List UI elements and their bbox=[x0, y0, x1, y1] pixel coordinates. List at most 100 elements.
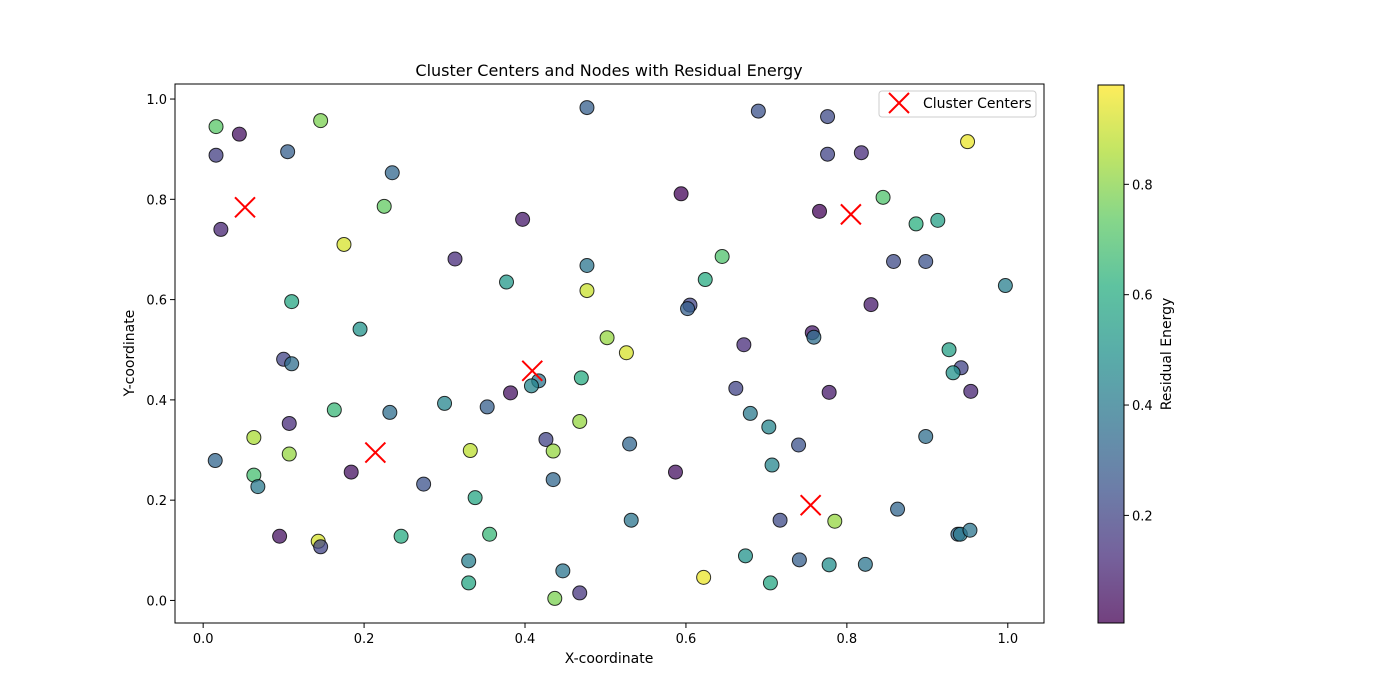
node-point-58 bbox=[820, 146, 836, 162]
node-point-50 bbox=[461, 553, 477, 569]
node-point-33 bbox=[599, 330, 615, 346]
x-tick-label-3: 0.6 bbox=[676, 632, 697, 647]
cluster-center-x-icon-3 bbox=[840, 203, 862, 226]
cluster-center-x-icon-2 bbox=[521, 360, 543, 382]
x-axis-label: X-coordinate bbox=[565, 651, 654, 667]
x-tick-label-4: 0.8 bbox=[837, 632, 858, 647]
node-point-96 bbox=[821, 557, 837, 573]
node-point-39 bbox=[437, 395, 453, 411]
legend: Cluster Centers bbox=[878, 90, 1037, 118]
node-point-26 bbox=[393, 528, 409, 544]
node-point-16 bbox=[246, 429, 262, 445]
colorbar-tick-label-1: 0.4 bbox=[1132, 399, 1153, 414]
node-point-45 bbox=[622, 436, 638, 452]
node-point-64 bbox=[875, 189, 891, 205]
node-point-98 bbox=[696, 569, 712, 585]
colorbar-tick-label-0: 0.2 bbox=[1132, 509, 1153, 524]
node-point-44 bbox=[545, 443, 561, 459]
node-point-90 bbox=[827, 513, 843, 529]
node-point-9 bbox=[284, 294, 300, 310]
node-point-97 bbox=[857, 556, 873, 572]
node-point-51 bbox=[461, 575, 477, 591]
node-point-13 bbox=[326, 402, 342, 418]
y-tick-label-2: 0.4 bbox=[146, 394, 167, 409]
node-point-43 bbox=[462, 443, 478, 459]
node-point-0 bbox=[208, 119, 224, 135]
node-point-69 bbox=[997, 278, 1013, 294]
y-tick-label-3: 0.6 bbox=[146, 294, 167, 309]
cluster-center-x-icon-4 bbox=[799, 494, 822, 516]
node-point-35 bbox=[573, 370, 589, 386]
node-point-49 bbox=[623, 512, 639, 528]
node-point-18 bbox=[207, 453, 223, 469]
plot-area bbox=[207, 100, 1013, 606]
node-point-37 bbox=[523, 378, 539, 394]
x-tick-label-5: 1.0 bbox=[997, 632, 1018, 647]
node-point-3 bbox=[313, 113, 329, 129]
node-point-63 bbox=[812, 203, 828, 219]
x-tick-label-0: 0.0 bbox=[193, 632, 214, 647]
cluster-center-x-icon-0 bbox=[234, 196, 256, 219]
node-point-21 bbox=[343, 464, 359, 480]
node-point-75 bbox=[736, 337, 752, 353]
node-point-66 bbox=[930, 212, 946, 228]
node-point-32 bbox=[579, 283, 595, 299]
node-point-93 bbox=[962, 522, 978, 538]
node-point-72 bbox=[863, 297, 879, 313]
node-point-84 bbox=[791, 437, 807, 453]
node-point-80 bbox=[821, 384, 837, 400]
node-point-14 bbox=[281, 415, 297, 431]
node-point-15 bbox=[382, 404, 398, 420]
node-point-38 bbox=[503, 385, 519, 401]
legend-label-cluster-centers: Cluster Centers bbox=[923, 96, 1032, 112]
y-tick-label-4: 0.8 bbox=[146, 193, 167, 208]
node-point-27 bbox=[579, 100, 595, 116]
node-point-57 bbox=[820, 109, 836, 125]
node-point-1 bbox=[231, 126, 247, 142]
node-point-86 bbox=[764, 457, 780, 473]
node-point-29 bbox=[447, 251, 463, 267]
node-point-60 bbox=[960, 134, 976, 150]
y-tick-label-5: 1.0 bbox=[146, 93, 167, 108]
node-point-2 bbox=[208, 147, 224, 163]
node-point-88 bbox=[890, 501, 906, 517]
colorbar-tick-label-2: 0.6 bbox=[1132, 289, 1153, 304]
x-tick-label-1: 0.2 bbox=[354, 632, 375, 647]
node-point-68 bbox=[918, 253, 934, 269]
node-point-42 bbox=[538, 431, 554, 447]
node-point-82 bbox=[742, 405, 758, 421]
node-point-99 bbox=[762, 575, 778, 591]
node-point-59 bbox=[853, 145, 869, 161]
plot-frame bbox=[174, 83, 1045, 624]
node-point-4 bbox=[280, 144, 296, 160]
cluster-center-x-icon-1 bbox=[364, 441, 387, 464]
legend-box bbox=[878, 90, 1037, 118]
node-point-56 bbox=[750, 103, 766, 119]
node-point-12 bbox=[284, 356, 300, 372]
chart-title: Cluster Centers and Nodes with Residual … bbox=[415, 61, 802, 80]
node-point-74 bbox=[806, 329, 822, 345]
colorbar-label: Residual Energy bbox=[1159, 298, 1175, 411]
node-point-67 bbox=[886, 253, 902, 269]
node-point-85 bbox=[918, 428, 934, 444]
node-point-95 bbox=[791, 552, 807, 568]
x-tick-label-2: 0.4 bbox=[515, 632, 536, 647]
colorbar: 0.2 0.4 0.6 0.8 Residual Energy bbox=[1097, 84, 1175, 624]
colorbar-tick-label-3: 0.8 bbox=[1132, 178, 1153, 193]
node-point-65 bbox=[908, 216, 924, 232]
node-point-55 bbox=[673, 186, 689, 202]
node-point-5 bbox=[384, 165, 400, 181]
node-point-52 bbox=[555, 563, 571, 579]
node-point-79 bbox=[728, 380, 744, 396]
y-tick-label-0: 0.0 bbox=[146, 594, 167, 609]
node-point-76 bbox=[941, 342, 957, 358]
node-point-54 bbox=[572, 585, 588, 601]
node-point-25 bbox=[313, 539, 329, 555]
colorbar-gradient bbox=[1097, 84, 1125, 624]
node-point-81 bbox=[963, 383, 979, 399]
node-point-7 bbox=[376, 198, 392, 214]
y-axis-label: Y-coordinate bbox=[122, 310, 138, 398]
node-point-6 bbox=[213, 221, 229, 237]
node-point-48 bbox=[482, 526, 498, 542]
node-point-87 bbox=[667, 464, 683, 480]
